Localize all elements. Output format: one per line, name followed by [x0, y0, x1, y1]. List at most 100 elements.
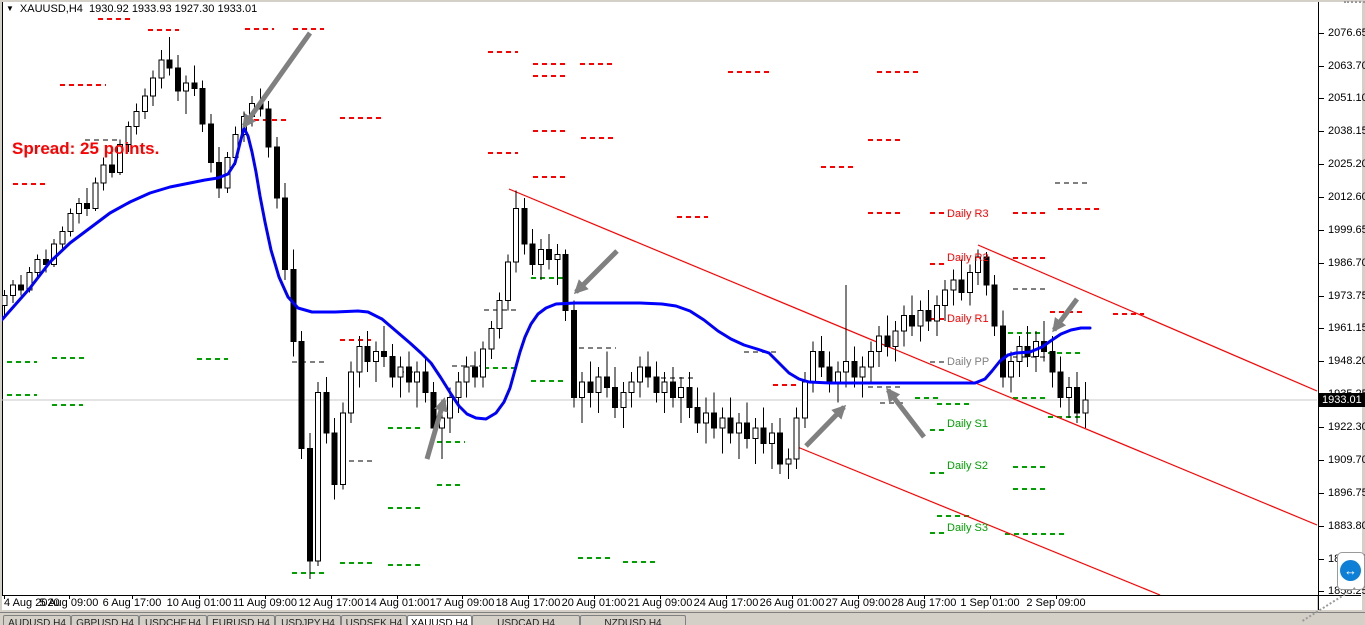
time-axis-label: 26 Aug 01:00 — [759, 597, 825, 609]
time-tick — [265, 595, 266, 599]
time-axis-label: 12 Aug 17:00 — [298, 597, 364, 609]
price-tick — [1319, 196, 1324, 198]
time-tick — [331, 595, 332, 599]
price-axis-label: 1999.65 — [1328, 223, 1365, 236]
time-axis-label: 20 Aug 01:00 — [561, 597, 627, 609]
time-tick — [594, 595, 595, 599]
chart-title: ▼ XAUUSD,H4 1930.92 1933.93 1927.30 1933.… — [6, 3, 257, 15]
time-axis-label: 5 Aug 09:00 — [39, 597, 99, 609]
teamviewer-icon[interactable]: ↔ — [1337, 552, 1365, 590]
time-axis-label: 18 Aug 17:00 — [495, 597, 561, 609]
price-tick — [1319, 229, 1324, 231]
tab-nzdusd-h4[interactable]: NZDUSD,H4 — [580, 615, 686, 625]
time-tick — [397, 595, 398, 599]
support-resistance-dashes — [7, 18, 1144, 574]
time-axis[interactable]: 4 Aug 2020 5 Aug 09:00 6 Aug 17:00 10 Aug 0… — [2, 595, 1317, 610]
time-tick — [528, 595, 529, 599]
dotted-overlay-top — [1344, 1, 1365, 3]
tab-usdsek-h4[interactable]: USDSEK,H4 — [341, 615, 407, 625]
trend-channel-lines[interactable] — [2, 188, 1317, 595]
tab-gbpusd-h4[interactable]: GBPUSD,H4 — [71, 615, 139, 625]
spread-label: Spread: 25 points. — [12, 139, 160, 158]
price-tick — [1319, 492, 1324, 494]
price-axis-label: 1961.15 — [1328, 322, 1365, 335]
price-tick — [1319, 558, 1324, 560]
time-axis-label: 24 Aug 17:00 — [693, 597, 759, 609]
price-axis-label: 2051.10 — [1328, 92, 1365, 105]
price-axis-label: 1986.70 — [1328, 256, 1365, 269]
price-axis-label: 1909.70 — [1328, 453, 1365, 466]
time-tick — [726, 595, 727, 599]
time-tick — [1056, 595, 1057, 599]
time-axis-label: 14 Aug 01:00 — [364, 597, 430, 609]
tab-audusd-h4[interactable]: AUDUSD,H4 — [3, 615, 71, 625]
current-price-badge: 1933.01 — [1319, 393, 1365, 407]
tab-usdcad-h4[interactable]: USDCAD,H4 — [472, 615, 580, 625]
pivot-label-daily-pp: Daily PP — [947, 356, 990, 368]
time-tick — [990, 595, 991, 599]
price-tick — [1319, 66, 1324, 68]
time-axis-label: 1 Sep 01:00 — [960, 597, 1020, 609]
tab-xauusd-h4[interactable]: XAUUSD,H4 — [407, 615, 472, 625]
time-axis-label: 28 Aug 17:00 — [891, 597, 957, 609]
price-axis-label: 2012.60 — [1328, 190, 1365, 203]
price-tick — [1319, 525, 1324, 527]
double-arrow-icon: ↔ — [1340, 560, 1361, 581]
tab-usdjpy-h4[interactable]: USDJPY,H4 — [275, 615, 341, 625]
price-axis-label: 1896.75 — [1328, 486, 1365, 499]
price-tick — [1319, 361, 1324, 363]
time-tick — [199, 595, 200, 599]
time-axis-label: 21 Aug 09:00 — [627, 597, 693, 609]
price-axis-label: 1973.75 — [1328, 289, 1365, 302]
price-axis-label: 2038.15 — [1328, 125, 1365, 138]
price-tick — [1319, 328, 1324, 330]
price-tick — [1319, 295, 1324, 297]
time-axis-label: 6 Aug 17:00 — [102, 597, 162, 609]
price-tick — [1319, 98, 1324, 100]
tab-usdchf-h4[interactable]: USDCHF,H4 — [139, 615, 207, 625]
tab-eurusd-h4[interactable]: EURUSD,H4 — [207, 615, 275, 625]
time-tick — [132, 595, 133, 599]
time-axis-label: 17 Aug 09:00 — [429, 597, 495, 609]
pivot-label-daily-s3: Daily S3 — [947, 522, 988, 534]
pivot-label-daily-r3: Daily R3 — [947, 208, 989, 220]
title-text: XAUUSD,H4 1930.92 1933.93 1927.30 1933.0… — [19, 3, 258, 15]
pivot-label-daily-s1: Daily S1 — [947, 418, 988, 430]
chart-plot-area[interactable] — [2, 2, 1318, 595]
price-axis-label: 1948.20 — [1328, 355, 1365, 368]
time-tick — [660, 595, 661, 599]
price-tick — [1319, 262, 1324, 264]
annotation-arrows — [241, 31, 1080, 460]
time-axis-label: 2 Sep 09:00 — [1026, 597, 1086, 609]
time-tick — [4, 595, 5, 599]
price-tick — [1319, 459, 1324, 461]
time-axis-label: 10 Aug 01:00 — [166, 597, 232, 609]
price-axis-label: 1883.80 — [1328, 519, 1365, 532]
pivot-label-daily-s2: Daily S2 — [947, 460, 988, 472]
price-tick — [1319, 164, 1324, 166]
time-axis-label: 4 Aug 2020 — [4, 597, 60, 609]
price-tick — [1319, 427, 1324, 429]
price-axis-label: 1922.30 — [1328, 421, 1365, 434]
price-axis-label: 2076.65 — [1328, 26, 1365, 39]
price-axis-label: 2063.70 — [1328, 60, 1365, 73]
symbol-dropdown-icon[interactable]: ▼ — [6, 4, 14, 13]
pivot-label-daily-r1: Daily R1 — [947, 313, 989, 325]
price-tick — [1319, 591, 1324, 592]
time-tick — [69, 595, 70, 599]
pivot-label-daily-r2: Daily R2 — [947, 252, 989, 264]
time-tick — [462, 595, 463, 599]
price-tick — [1319, 32, 1324, 34]
axis-separator — [2, 595, 1361, 596]
chart-tab-bar: AUDUSD,H4 GBPUSD,H4 USDCHF,H4 EURUSD,H4 USDJ… — [0, 612, 1365, 625]
price-axis-label: 2025.20 — [1328, 158, 1365, 171]
time-tick — [792, 595, 793, 599]
moving-average-line — [2, 126, 1092, 421]
time-axis-label: 11 Aug 09:00 — [232, 597, 298, 609]
time-axis-label: 27 Aug 09:00 — [825, 597, 891, 609]
time-tick — [858, 595, 859, 599]
price-tick — [1319, 131, 1324, 133]
time-tick — [924, 595, 925, 599]
